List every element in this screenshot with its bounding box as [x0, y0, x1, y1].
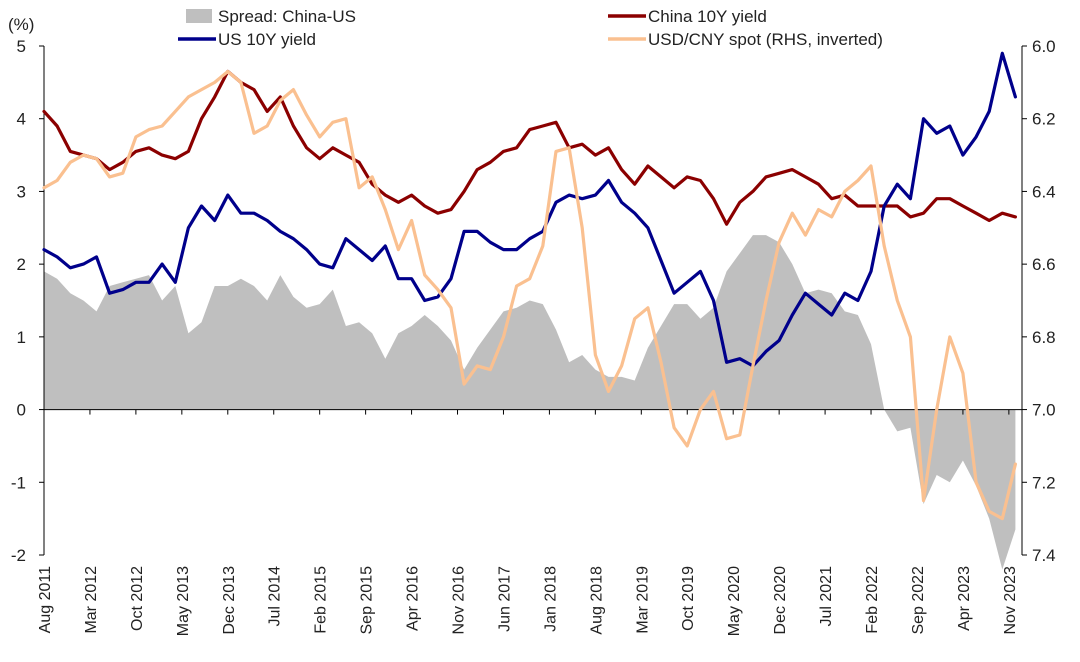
legend-label: China 10Y yield — [648, 7, 767, 26]
series-line-us-10y-yield — [42, 51, 1018, 368]
x-tick-label: Mar 2012 — [83, 566, 100, 634]
legend-label: Spread: China-US — [218, 7, 356, 26]
x-tick-label: Jul 2014 — [267, 566, 284, 627]
legend-item: China 10Y yield — [608, 7, 767, 26]
spread-area — [44, 235, 1016, 570]
left-tick-label: 5 — [17, 37, 26, 56]
right-tick-label: 7.0 — [1032, 401, 1056, 420]
x-tick-label: Jun 2017 — [497, 566, 514, 632]
series-line-china-10y-yield — [42, 69, 1018, 226]
series-lines-layer — [42, 51, 1018, 521]
right-tick-label: 6.2 — [1032, 110, 1056, 129]
right-tick-label: 6.4 — [1032, 182, 1056, 201]
tick-labels-layer: -2 -1 0 1 2 3 4 5 6.0 6.2 6.4 6.6 6.8 7.0 7.2 7.4 Aug 20… — [11, 37, 1056, 636]
legend-swatch — [186, 9, 212, 23]
x-tick-label: Oct 2019 — [680, 566, 697, 631]
x-tick-label: Feb 2015 — [313, 566, 330, 634]
y-unit-label: (%) — [8, 15, 34, 34]
x-tick-label: Sep 2015 — [359, 566, 376, 635]
x-tick-label: Apr 2016 — [405, 566, 422, 631]
legend-item: Spread: China-US — [186, 7, 356, 26]
left-tick-label: -2 — [11, 546, 26, 565]
right-tick-label: 7.4 — [1032, 546, 1056, 565]
spread-area-layer — [44, 235, 1016, 570]
x-tick-label: Feb 2022 — [864, 566, 881, 634]
legend-label: USD/CNY spot (RHS, inverted) — [648, 30, 883, 49]
axes-layer — [39, 45, 1027, 556]
legend-label: US 10Y yield — [218, 30, 316, 49]
x-tick-label: Apr 2023 — [956, 566, 973, 631]
x-tick-label: Oct 2012 — [129, 566, 146, 631]
left-tick-label: 3 — [17, 182, 26, 201]
x-tick-label: Jan 2018 — [542, 566, 559, 632]
right-tick-label: 6.8 — [1032, 328, 1056, 347]
left-tick-label: -1 — [11, 473, 26, 492]
x-tick-label: Jul 2021 — [818, 566, 835, 627]
left-tick-label: 0 — [17, 401, 26, 420]
x-tick-label: Dec 2013 — [221, 566, 238, 635]
right-tick-label: 6.0 — [1032, 37, 1056, 56]
x-tick-label: May 2013 — [175, 566, 192, 636]
x-tick-label: Sep 2022 — [910, 566, 927, 635]
right-tick-label: 7.2 — [1032, 473, 1056, 492]
legend-item: US 10Y yield — [178, 30, 316, 49]
series-line-usd-cny-spot-rhs-inverted — [42, 69, 1018, 521]
x-tick-label: Nov 2016 — [451, 566, 468, 635]
left-tick-label: 1 — [17, 328, 26, 347]
x-tick-label: Dec 2020 — [772, 566, 789, 635]
x-tick-label: Mar 2019 — [634, 566, 651, 634]
x-tick-label: Aug 2018 — [588, 566, 605, 635]
x-tick-label: Nov 2023 — [1002, 566, 1019, 635]
x-tick-label: Aug 2011 — [37, 566, 54, 633]
right-tick-label: 6.6 — [1032, 255, 1056, 274]
legend: Spread: China-US China 10Y yield US 10Y yi… — [178, 7, 883, 49]
legend-item: USD/CNY spot (RHS, inverted) — [608, 30, 883, 49]
left-tick-label: 4 — [17, 110, 26, 129]
left-tick-label: 2 — [17, 255, 26, 274]
x-tick-label: May 2020 — [726, 566, 743, 636]
